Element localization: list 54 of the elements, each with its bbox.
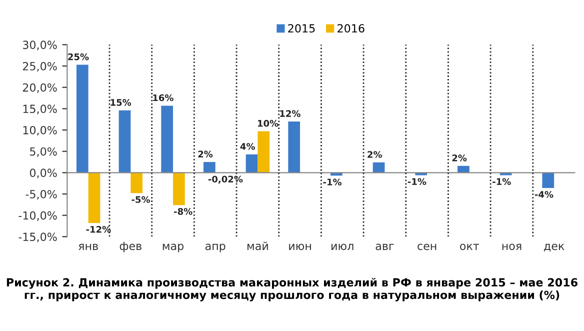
- bar: [76, 64, 88, 173]
- data-label: -1%: [408, 178, 426, 185]
- data-label: -8%: [174, 208, 192, 215]
- bar: [288, 121, 300, 173]
- bar: [203, 162, 216, 173]
- data-label: 2%: [452, 154, 467, 162]
- data-label: -5%: [132, 196, 150, 203]
- data-label: 10%: [258, 120, 278, 127]
- x-tick-label: апр: [205, 244, 226, 252]
- y-tick-label: 0,0%: [30, 168, 57, 178]
- data-label: -1%: [323, 178, 342, 186]
- data-label: 2%: [198, 150, 213, 158]
- bar: [372, 162, 385, 173]
- data-label: 2%: [368, 151, 382, 158]
- bar: [118, 110, 131, 173]
- data-label: 12%: [280, 110, 300, 117]
- x-tick-label: дек: [544, 244, 564, 252]
- x-tick-label: сен: [418, 244, 436, 250]
- y-tick-label: 20,0%: [22, 83, 57, 93]
- data-label: 15%: [110, 99, 132, 106]
- data-label: 4%: [240, 142, 255, 150]
- y-tick-label: -5,0%: [26, 190, 57, 200]
- y-tick-label: 30,0%: [22, 40, 57, 50]
- bar: [246, 154, 258, 173]
- data-label: -12%: [86, 226, 111, 233]
- bar: [173, 172, 185, 206]
- x-tick-label: май: [247, 242, 268, 250]
- data-label: 16%: [153, 94, 174, 102]
- y-tick-label: 15,0%: [23, 104, 57, 114]
- x-tick-label: июн: [289, 244, 311, 250]
- bar: [130, 172, 143, 194]
- y-tick-label: 5,0%: [30, 147, 57, 157]
- bar: [542, 172, 554, 188]
- data-label: -0,02%: [208, 176, 243, 184]
- text: Рисунок 2. Динамика производства макаронных изделий в РФ в январе 2015 – мае 2016 гг., прирост к аналогичному месяцу прошлого года в натуральном выражении (%): [6, 278, 578, 302]
- legend-label: 2015: [288, 24, 315, 33]
- y-tick-label: 10,0%: [23, 126, 57, 136]
- bar: [161, 106, 174, 173]
- y-tick-label: -10,0%: [18, 211, 57, 221]
- x-tick-label: окт: [460, 244, 480, 250]
- bar: [258, 131, 270, 173]
- y-tick-label: -15,0%: [18, 232, 57, 242]
- x-tick-label: авг: [376, 244, 394, 250]
- bar: [88, 172, 100, 224]
- x-tick-label: мар: [162, 244, 184, 252]
- data-label: -4%: [534, 190, 554, 198]
- x-tick-label: янв: [78, 244, 98, 250]
- y-tick-label: 25,0%: [22, 62, 57, 72]
- x-tick-label: фев: [120, 242, 142, 252]
- x-tick-label: ноя: [502, 244, 522, 250]
- x-tick-label: июл: [332, 244, 354, 250]
- data-label: -1%: [492, 178, 511, 185]
- data-label: 25%: [68, 53, 89, 60]
- legend-label: 2016: [338, 24, 364, 33]
